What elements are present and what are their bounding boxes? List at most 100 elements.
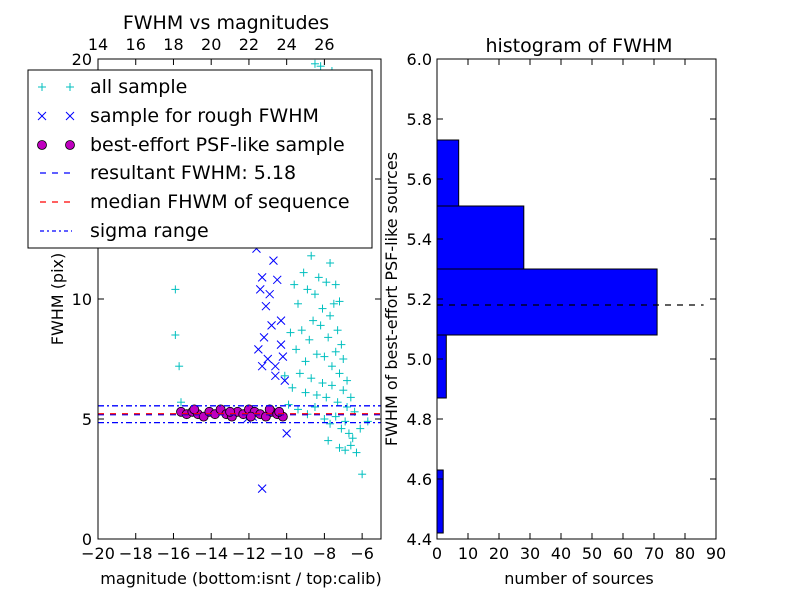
legend-box: [27, 69, 373, 249]
point-plus-54: [307, 374, 316, 383]
legend-marker-2a: [37, 140, 47, 150]
left-y-axis-label: FWHM (pix): [48, 253, 67, 346]
x-tick-label: −8: [313, 544, 337, 563]
point-plus-53: [301, 388, 310, 397]
x-tick-label: 60: [613, 544, 633, 563]
y-tick-label: 5.4: [407, 230, 432, 249]
left-reference-lines: [98, 405, 381, 424]
top-tick-label: 16: [126, 35, 146, 54]
x-tick-label: 20: [489, 544, 509, 563]
y-tick-label: 6.0: [407, 50, 432, 69]
point-plus-42: [316, 321, 325, 330]
point-plus-58: [327, 381, 336, 390]
y-tick-label: 10: [72, 290, 92, 309]
x-tick-label: −16: [157, 544, 191, 563]
top-tick-label: 18: [163, 35, 183, 54]
point-plus-75: [335, 443, 344, 452]
point-x-21-b: [280, 376, 290, 385]
point-x-12: [259, 333, 269, 342]
point-plus-21: [335, 297, 344, 306]
point-plus-27: [310, 290, 319, 299]
top-tick-label: 20: [201, 35, 221, 54]
point-plus-34: [337, 340, 346, 349]
y-tick-label: 5: [82, 410, 92, 429]
point-plus-45: [327, 362, 336, 371]
point-x-18: [278, 352, 288, 361]
point-plus-32: [329, 299, 338, 308]
point-plus-78: [352, 448, 361, 457]
point-x-20: [270, 371, 280, 381]
point-plus-26: [307, 251, 316, 260]
histogram-bar-5: [436, 139, 460, 207]
point-plus-48: [339, 355, 348, 363]
point-x-18-b: [278, 352, 288, 361]
point-x-8-b: [255, 285, 265, 294]
x-tick-label: 80: [675, 544, 695, 563]
legend-marker-1b-b: [65, 111, 75, 121]
legend-marker-0a: [38, 83, 46, 91]
point-x-5: [269, 256, 278, 265]
point-plus-44: [324, 333, 333, 342]
legend-marker-2b: [65, 140, 75, 150]
point-plus-43: [320, 352, 329, 361]
x-tick-label: 70: [644, 544, 664, 563]
point-x-11: [276, 316, 286, 325]
point-plus-71: [341, 417, 350, 426]
x-tick-label: 0: [432, 544, 442, 563]
point-plus-61: [343, 403, 352, 411]
right-plot-title: histogram of FWHM: [485, 35, 672, 57]
point-plus-33: [333, 326, 342, 335]
point-x-13-b: [267, 321, 276, 330]
point-plus-37: [297, 326, 306, 335]
point-x-14-b: [276, 340, 286, 349]
point-plus-73: [348, 434, 357, 443]
y-tick-label: 0: [82, 530, 92, 549]
x-tick-label: −20: [81, 544, 115, 563]
right-x-axis-label: number of sources: [504, 569, 654, 588]
histogram-bar-3: [436, 268, 658, 336]
legend-label-1: sample for rough FWHM: [90, 105, 319, 127]
point-x-7: [265, 289, 275, 299]
point-plus-69: [331, 412, 340, 421]
point-plus-60: [339, 386, 348, 395]
y-tick-label: 4.8: [407, 410, 432, 429]
top-tick-label: 14: [88, 35, 108, 54]
point-x-9: [261, 301, 271, 311]
point-plus-3: [177, 398, 186, 407]
x-tick-label: −12: [232, 544, 266, 563]
point-plus-1: [171, 331, 180, 339]
point-x-5-b: [269, 256, 278, 265]
point-circle-21: [245, 411, 256, 422]
y-tick-label: 5.2: [407, 290, 432, 309]
x-tick-label: 50: [582, 544, 602, 563]
point-plus-77: [346, 441, 355, 450]
point-plus-10: [316, 62, 325, 71]
right-y-axis-label: FWHM of best-effort PSF-like sources: [382, 152, 401, 446]
y-tick-label: 4.4: [407, 530, 432, 549]
histogram-bar-4: [436, 205, 525, 270]
legend-marker-1a: [37, 111, 47, 121]
point-plus-41: [312, 350, 321, 359]
point-x-6-b: [257, 273, 267, 282]
top-tick-label: 24: [276, 35, 296, 54]
point-plus-55: [312, 391, 321, 399]
point-x-8: [255, 285, 265, 294]
point-x-21: [280, 376, 290, 385]
point-plus-56: [318, 379, 327, 387]
point-plus-67: [320, 415, 329, 423]
x-tick-label: −6: [350, 544, 374, 563]
point-plus-80: [358, 470, 367, 479]
y-tick-label: 5.0: [407, 350, 432, 369]
x-tick-label: −10: [270, 544, 304, 563]
point-plus-74: [324, 436, 333, 445]
point-x-13: [267, 321, 276, 330]
point-x-23: [282, 429, 292, 438]
point-plus-25: [303, 285, 312, 294]
point-x-23-b: [282, 429, 292, 438]
legend: all sample sample for rough FWHM best-effo…: [27, 69, 373, 249]
point-x-17: [270, 361, 280, 371]
point-plus-29: [318, 304, 327, 313]
point-plus-24: [299, 268, 308, 277]
histogram-bar-2: [436, 334, 447, 399]
